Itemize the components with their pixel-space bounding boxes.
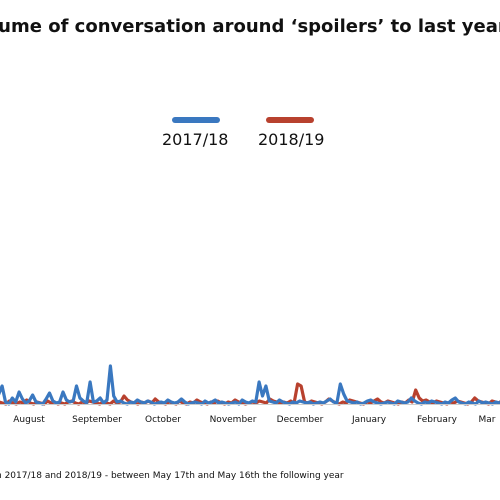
legend-label-2017-18: 2017/18 [162,130,229,149]
x-tick-label: Mar [479,415,496,425]
legend-label-2018-19: 2018/19 [258,130,325,149]
legend-swatch-2017-18 [172,117,220,123]
x-tick-label: August [13,415,45,425]
plot-area [0,364,500,406]
footnote: n 2017/18 and 2018/19 - between May 17th… [0,471,344,481]
x-tick-label: September [72,415,122,425]
chart-title: lume of conversation around ‘spoilers’ t… [0,16,500,37]
x-tick-label: November [210,415,257,425]
x-tick-label: December [277,415,324,425]
x-tick-label: October [145,415,181,425]
x-tick-label: February [417,415,458,425]
legend: 2017/18 2018/19 [0,112,500,152]
legend-swatch-2018-19 [266,117,314,123]
x-tick-label: January [351,415,387,425]
series-line-2017-18 [0,364,500,406]
x-axis: August September October November December Ja… [0,404,500,425]
